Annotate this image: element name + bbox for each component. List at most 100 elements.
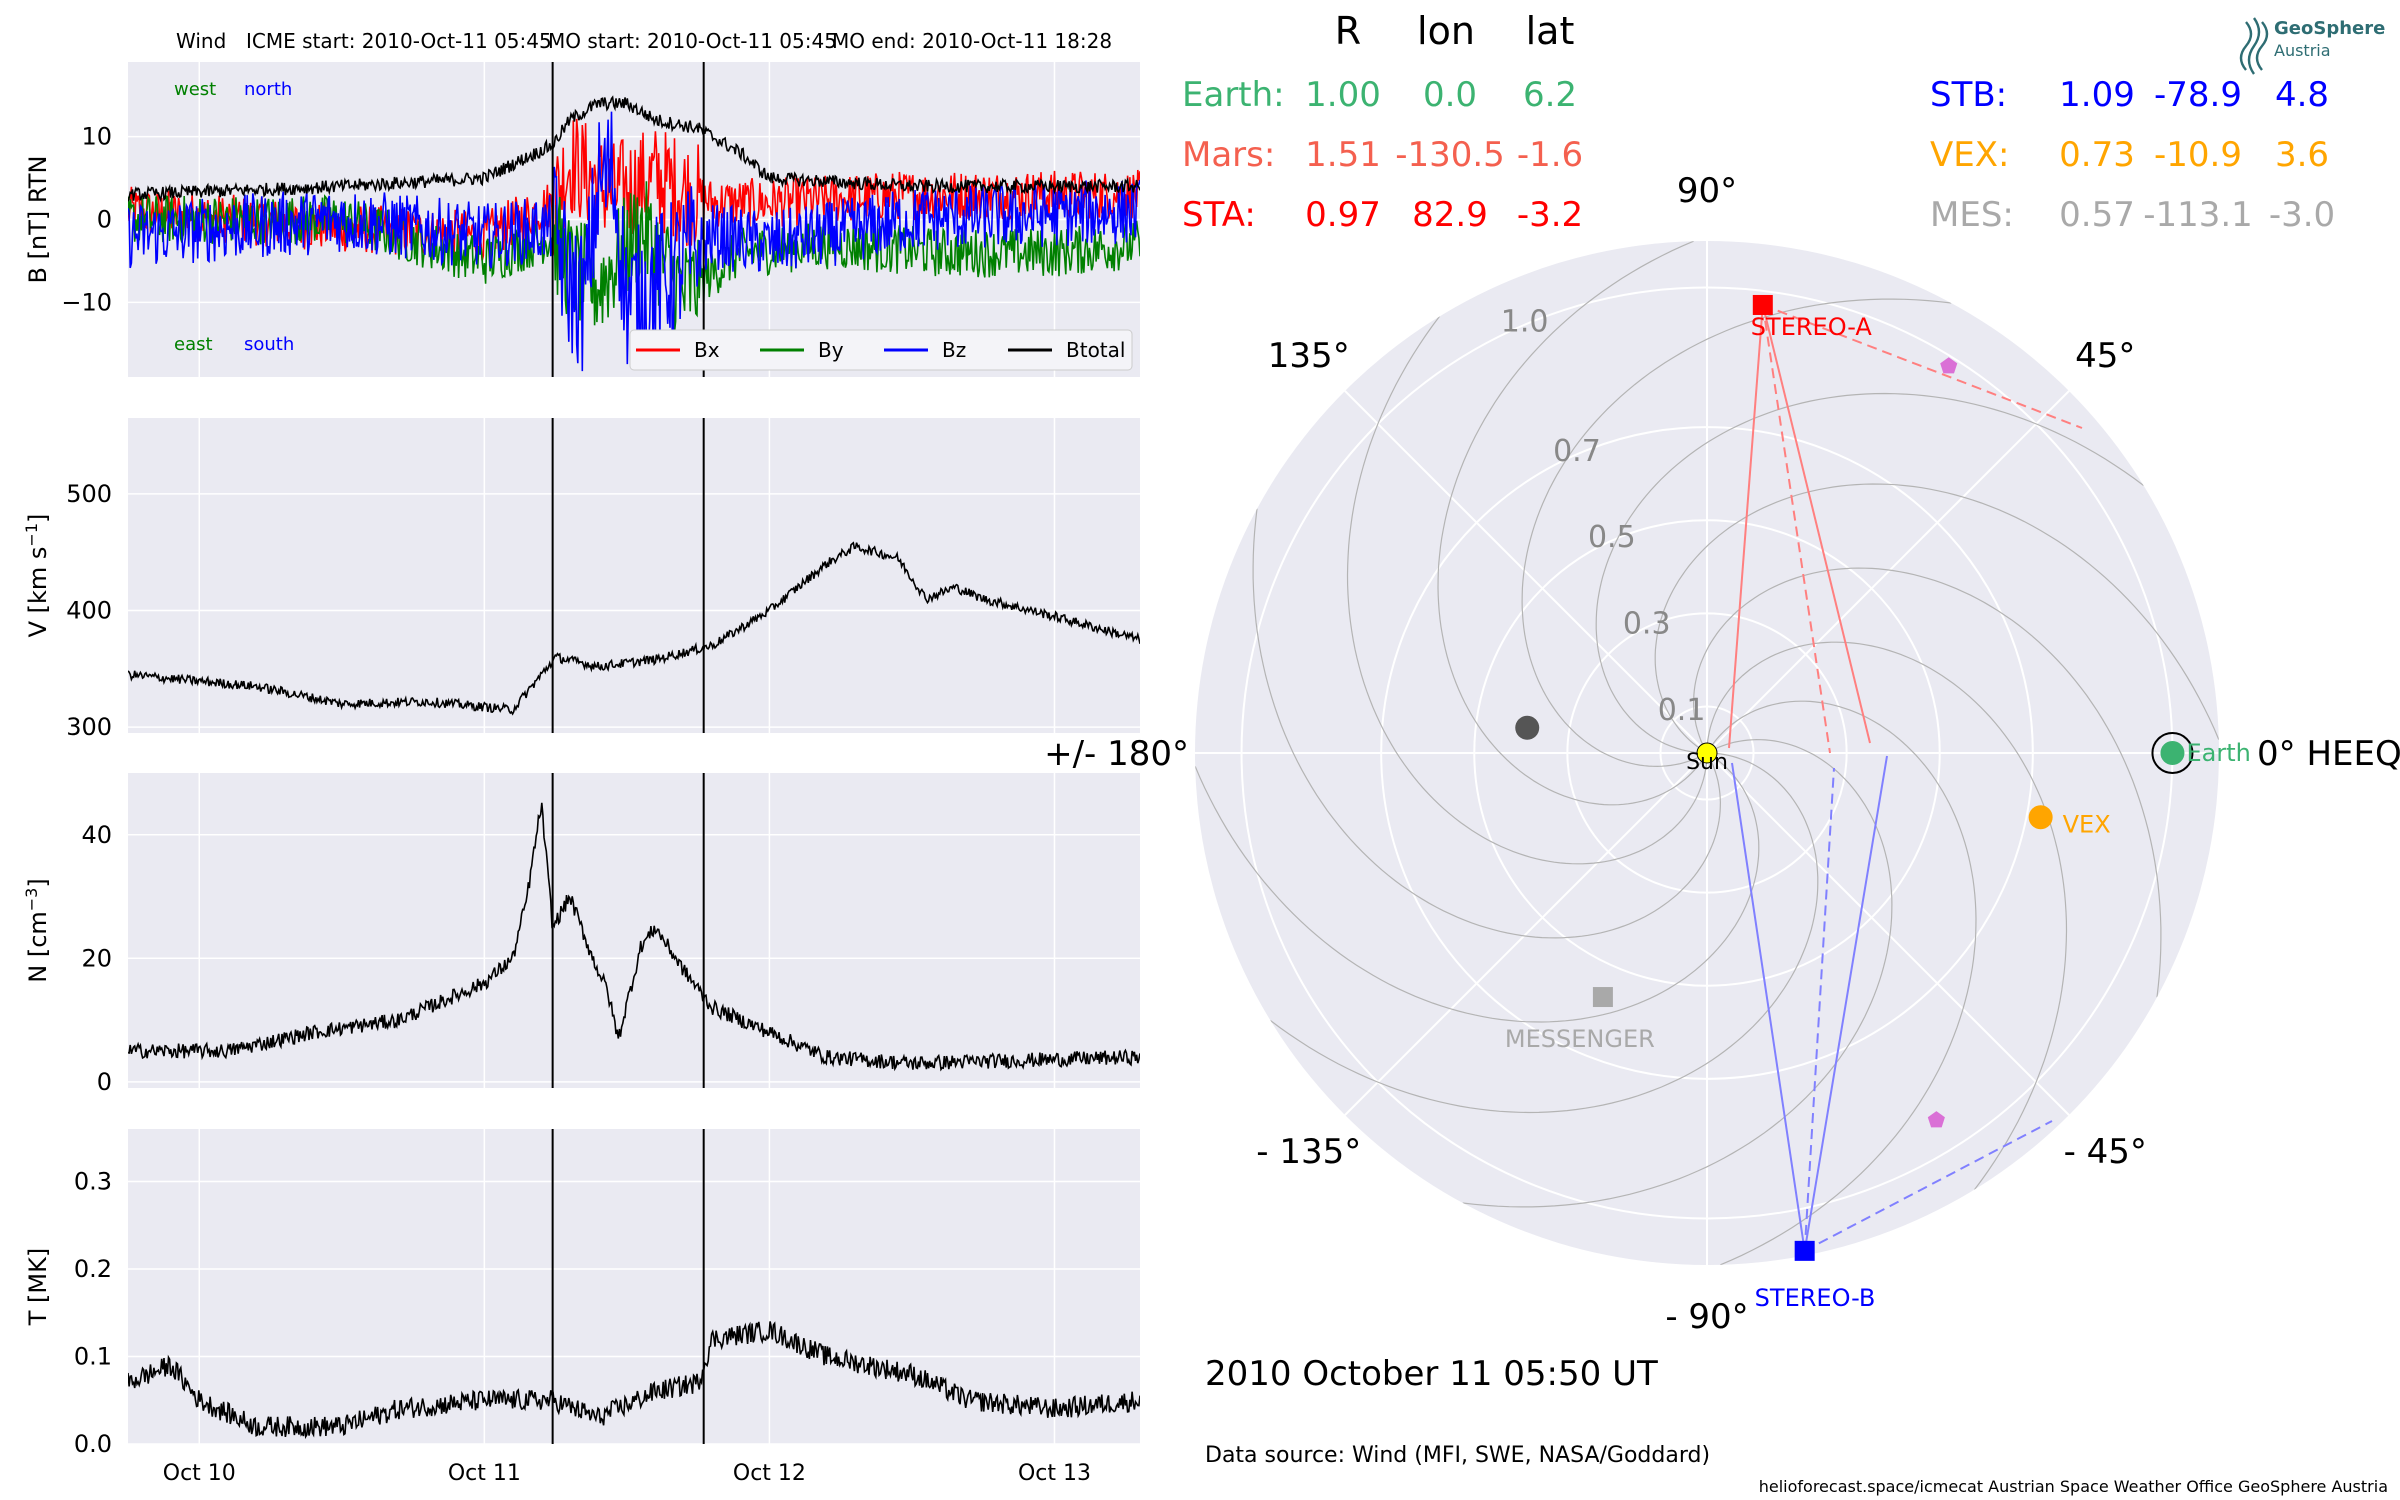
- table-row-right-lat: -3.0: [2269, 195, 2335, 235]
- y-tick-label: 0: [97, 1068, 112, 1096]
- footer-credits: helioforecast.space/icmecat Austrian Spa…: [1759, 1477, 2388, 1496]
- parker-spiral-line: [1654, 483, 2219, 754]
- table-row-right-name: MES:: [1930, 195, 2014, 235]
- speed-panel: 300 400 500 V [km s−1]: [22, 418, 1140, 741]
- angle-label: - 90°: [1665, 1297, 1748, 1337]
- table-row-left-lon: 0.0: [1423, 75, 1477, 115]
- y-tick-label: 20: [81, 944, 112, 972]
- body-label-sta: STEREO-A: [1751, 313, 1873, 341]
- marker-sun: [1696, 742, 1718, 764]
- parker-spirals: [1195, 241, 2219, 1265]
- table-row-left-lon: 82.9: [1412, 195, 1488, 235]
- temperature-panel: 0.0 0.1 0.2 0.3 T [MK] Oct 10 Oct 11 Oct 12 Oct …: [24, 1129, 1140, 1486]
- b-field-panel: −10 0 10 B [nT] RTN: [24, 62, 1140, 377]
- geosphere-logo: GeoSphere Austria: [2239, 17, 2385, 75]
- table-header-r: R: [1335, 9, 1361, 53]
- logo-line2: Austria: [2274, 41, 2331, 60]
- series-group: [128, 1321, 1140, 1440]
- series-group: [128, 541, 1140, 716]
- position-table: R lon lat Earth: 1.00 0.0 6.2 Mars: 1.51 -130.…: [1182, 9, 2335, 235]
- table-header-lat: lat: [1526, 9, 1575, 53]
- body-label-sun: Sun: [1686, 750, 1728, 775]
- legend-box: [629, 329, 1133, 371]
- angle-label: 90°: [1677, 171, 1737, 211]
- x-tick-label: Oct 13: [1018, 1461, 1091, 1486]
- parker-spiral-line: [1252, 508, 1722, 939]
- annotation-north: north: [244, 79, 292, 100]
- y-tick-label: 0.2: [74, 1255, 112, 1283]
- series-line-btotal: [128, 95, 1140, 203]
- logo-line1: GeoSphere: [2274, 18, 2385, 39]
- table-row-left-name: STA:: [1182, 195, 1256, 235]
- density-panel: 0 20 40 N [cm−3]: [22, 773, 1140, 1096]
- stb-fov-line: [1803, 755, 1888, 1252]
- y-axis-label: V [km s−1]: [22, 514, 53, 638]
- r-tick-label: 0.3: [1623, 607, 1671, 642]
- sta-fov-dashed: [1762, 304, 2083, 429]
- table-row-left-r: 1.00: [1305, 75, 1381, 115]
- series-line-by: [128, 181, 1140, 333]
- legend-label: Btotal: [1066, 338, 1125, 362]
- table-row-left-lon: -130.5: [1395, 135, 1505, 175]
- table-row-left-lat: -3.2: [1517, 195, 1583, 235]
- table-row-left-lat: -1.6: [1517, 135, 1583, 175]
- legend-label: By: [818, 338, 844, 362]
- r-tick-label: 0.7: [1553, 434, 1601, 469]
- marker-mes: [1592, 987, 1613, 1008]
- timeseries-panels: −10 0 10 B [nT] RTN 300 400 500 V [km s−1] 0 20 40…: [22, 62, 1140, 1486]
- y-axis-label: B [nT] RTN: [24, 156, 52, 284]
- x-tick-label: Oct 11: [448, 1461, 521, 1486]
- annotation-east: east: [174, 334, 213, 355]
- parker-spiral-line: [1706, 700, 1977, 1265]
- table-row-right-r: 1.09: [2059, 75, 2135, 115]
- y-tick-label: 0.0: [74, 1430, 112, 1458]
- panel-background: [128, 418, 1140, 733]
- marker-stb: [1794, 1240, 1815, 1261]
- mo-end-label: MO end: 2010-Oct-11 18:28: [832, 29, 1112, 53]
- angle-label: 135°: [1268, 336, 1350, 376]
- y-axis-label: T [MK]: [24, 1248, 52, 1326]
- y-tick-label: 500: [66, 480, 112, 508]
- mo-start-label: MO start: 2010-Oct-11 05:45: [548, 29, 837, 53]
- table-row-left-r: 1.51: [1305, 135, 1381, 175]
- angle-label: +/- 180°: [1044, 734, 1189, 774]
- angle-label: 45°: [2075, 336, 2135, 376]
- table-row-right-r: 0.73: [2059, 135, 2135, 175]
- body-label-earth: Earth: [2186, 739, 2250, 767]
- parker-spiral-line: [1706, 641, 2068, 1190]
- y-tick-label: 0: [97, 206, 112, 234]
- angle-label: - 45°: [2064, 1132, 2147, 1172]
- table-row-left-r: 0.97: [1305, 195, 1381, 235]
- legend-label: Bz: [942, 338, 966, 362]
- parker-spiral-line: [1195, 752, 1760, 1023]
- body-label-mes: MESSENGER: [1505, 1025, 1655, 1053]
- angle-label: 0° HEEQ: [2257, 734, 2400, 774]
- table-row-right-lat: 4.8: [2275, 75, 2329, 115]
- stb-fov-line: [1731, 762, 1806, 1252]
- body-label-stb: STEREO-B: [1755, 1284, 1876, 1312]
- series-line-bz: [128, 111, 1140, 372]
- table-row-right-r: 0.57: [2059, 195, 2135, 235]
- parker-spiral-line: [1270, 752, 1819, 1114]
- series-group: [128, 95, 1140, 372]
- sta-fov-dashed: [1761, 304, 1831, 754]
- stb-fov-dashed: [1804, 1120, 2053, 1252]
- data-source-label: Data source: Wind (MFI, SWE, NASA/Goddar…: [1205, 1443, 1710, 1468]
- spacecraft-label: Wind: [176, 29, 226, 53]
- legend-label: Bx: [694, 338, 720, 362]
- y-tick-label: 400: [66, 597, 112, 625]
- y-tick-label: 40: [81, 821, 112, 849]
- series-line-v: [128, 541, 1140, 716]
- r-tick-label: 1.0: [1501, 304, 1549, 339]
- panel-background: [128, 1129, 1140, 1444]
- table-row-right-lon: -10.9: [2154, 135, 2242, 175]
- table-row-right-name: STB:: [1930, 75, 2007, 115]
- y-tick-label: 10: [81, 123, 112, 151]
- table-row-right-lat: 3.6: [2275, 135, 2329, 175]
- fov-lines: [1728, 304, 2083, 1252]
- date-label: 2010 October 11 05:50 UT: [1205, 1354, 1658, 1394]
- body-label-vex: VEX: [2063, 810, 2111, 838]
- series-line-n: [128, 802, 1140, 1072]
- y-axis-label: N [cm−3]: [22, 878, 53, 983]
- y-tick-label: 0.3: [74, 1168, 112, 1196]
